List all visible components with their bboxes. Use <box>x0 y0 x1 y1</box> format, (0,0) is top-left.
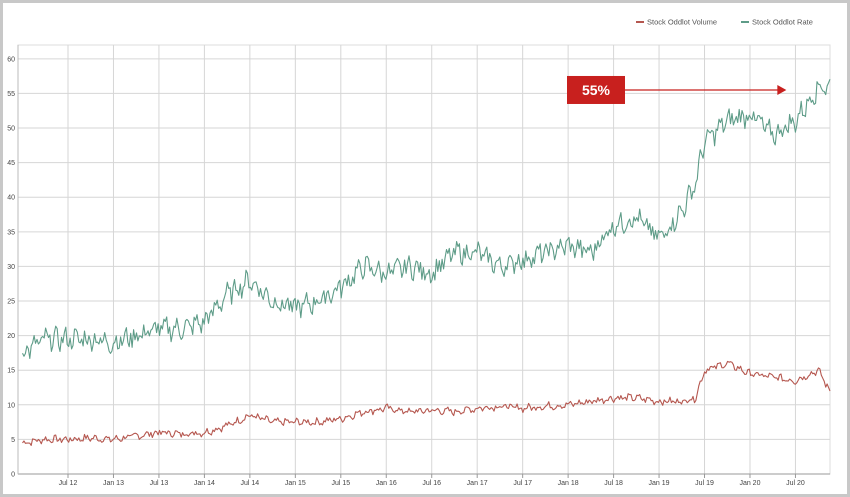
y-tick-label: 45 <box>7 160 15 167</box>
x-tick-label: Jul 13 <box>150 480 169 487</box>
y-tick-label: 30 <box>7 264 15 271</box>
y-tick-label: 60 <box>7 56 15 63</box>
legend-label: Stock Oddlot Volume <box>647 18 717 27</box>
series-line-stock-oddlot-volume <box>22 360 831 446</box>
y-tick-label: 35 <box>7 229 15 236</box>
series-line-stock-oddlot-rate <box>22 78 831 359</box>
y-tick-label: 10 <box>7 402 15 409</box>
y-tick-label: 55 <box>7 91 15 98</box>
y-tick-label: 20 <box>7 333 15 340</box>
axes: 0 5 10 15 20 25 30 35 40 45 50 55 60 Jul 12 Jan 13 Jul … <box>7 45 830 487</box>
x-tick-label: Jan 13 <box>103 480 124 487</box>
x-tick-label: Jan 18 <box>558 480 579 487</box>
x-tick-label: Jan 14 <box>194 480 215 487</box>
x-tick-label: Jul 17 <box>513 480 532 487</box>
callout-label: 55% <box>582 82 611 98</box>
annotation: 55% <box>567 75 787 104</box>
plot-area <box>17 44 831 475</box>
x-tick-label: Jan 15 <box>285 480 306 487</box>
x-tick-label: Jul 19 <box>695 480 714 487</box>
y-tick-label: 25 <box>7 299 15 306</box>
x-tick-label: Jul 18 <box>604 480 623 487</box>
y-tick-label: 5 <box>11 437 15 444</box>
y-tick-label: 50 <box>7 126 15 133</box>
x-tick-label: Jul 20 <box>786 480 805 487</box>
x-tick-label: Jul 12 <box>59 480 78 487</box>
callout-box <box>567 75 625 104</box>
legend: Stock Oddlot Volume Stock Oddlot Rate <box>636 18 813 27</box>
x-tick-label: Jul 16 <box>422 480 441 487</box>
grid <box>17 44 831 475</box>
x-tick-label: Jul 14 <box>241 480 260 487</box>
series-lines <box>22 78 831 446</box>
x-tick-label: Jan 19 <box>649 480 670 487</box>
legend-label: Stock Oddlot Rate <box>752 18 813 27</box>
callout-arrowhead <box>777 84 787 95</box>
y-tick-label: 15 <box>7 368 15 375</box>
x-tick-label: Jan 20 <box>739 480 760 487</box>
x-tick-label: Jan 17 <box>467 480 488 487</box>
y-tick-label: 0 <box>11 472 15 479</box>
x-tick-label: Jan 16 <box>376 480 397 487</box>
x-tick-label: Jul 15 <box>331 480 350 487</box>
y-tick-label: 40 <box>7 195 15 202</box>
